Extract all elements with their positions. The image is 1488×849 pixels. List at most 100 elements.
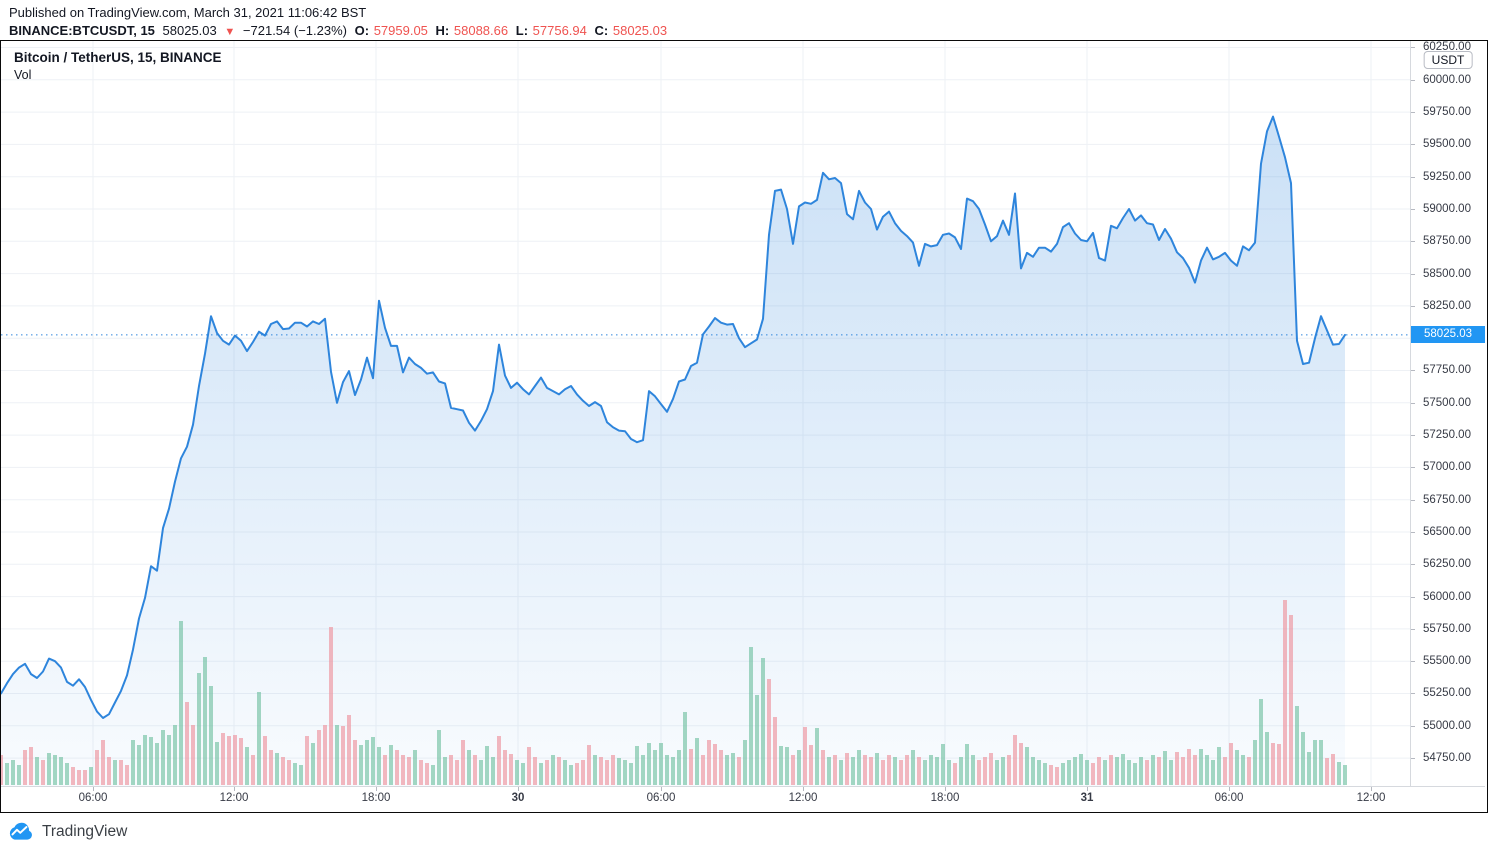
currency-badge[interactable]: USDT — [1423, 51, 1473, 69]
volume-bar-up — [1307, 752, 1311, 785]
volume-bar-down — [191, 725, 195, 785]
volume-bar-up — [47, 753, 51, 785]
price-tick-label: 59500.00 — [1423, 138, 1471, 150]
price-chart-pane[interactable]: Bitcoin / TetherUS, 15, BINANCE Vol — [1, 41, 1410, 786]
tradingview-logo-icon — [9, 822, 32, 840]
volume-bar-up — [275, 753, 279, 785]
volume-bar-up — [1169, 760, 1173, 785]
volume-bar-up — [1241, 755, 1245, 785]
price-area-fill — [1, 116, 1345, 786]
last-price-value: 58025.03 — [162, 23, 217, 38]
volume-bar-up — [53, 755, 57, 785]
volume-bar-up — [671, 757, 675, 785]
volume-bar-up — [1127, 760, 1131, 785]
volume-bar-up — [161, 730, 165, 785]
volume-bar-down — [575, 763, 579, 785]
volume-bar-down — [119, 760, 123, 785]
volume-bar-up — [443, 757, 447, 785]
volume-bar-up — [173, 725, 177, 785]
volume-bar-up — [1301, 732, 1305, 785]
time-tick-label-date: 30 — [511, 792, 525, 804]
volume-bar-up — [179, 621, 183, 785]
volume-bar-up — [965, 744, 969, 785]
symbol-info-row: BINANCE:BTCUSDT, 15 58025.03 ▼ −721.54 (… — [9, 22, 671, 41]
price-line — [1, 115, 1346, 719]
volume-bar-up — [1115, 757, 1119, 785]
tradingview-brand-text: TradingView — [42, 823, 128, 840]
volume-bar-down — [407, 757, 411, 785]
volume-bar-up — [197, 673, 201, 785]
volume-bar-down — [1049, 765, 1053, 785]
time-tick-mark — [945, 787, 946, 791]
volume-bar-up — [1079, 754, 1083, 785]
time-tick-mark — [518, 787, 519, 791]
price-tick-mark — [1411, 274, 1415, 275]
volume-bar-up — [1025, 747, 1029, 785]
volume-bar-down — [269, 750, 273, 785]
volume-bar-down — [587, 745, 591, 785]
volume-bar-down — [317, 730, 321, 785]
volume-bar-down — [977, 760, 981, 785]
volume-bar-down — [833, 755, 837, 785]
price-axis[interactable]: USDT 58025.03 60250.00 60000.00 59750.00 59… — [1411, 41, 1485, 786]
volume-bar-up — [635, 746, 639, 785]
volume-bar-up — [35, 757, 39, 785]
volume-bar-down — [1175, 752, 1179, 785]
volume-bar-down — [1091, 763, 1095, 785]
volume-bar-up — [437, 730, 441, 785]
volume-bar-down — [713, 744, 717, 785]
volume-bar-up — [467, 750, 471, 785]
volume-bar-up — [947, 760, 951, 785]
time-tick-mark — [376, 787, 377, 791]
volume-bar-down — [689, 749, 693, 785]
time-tick-label: 06:00 — [1214, 792, 1244, 804]
volume-bar-up — [359, 745, 363, 785]
volume-bar-up — [839, 760, 843, 785]
price-volume-chart[interactable] — [1, 41, 1410, 786]
volume-bar-down — [803, 727, 807, 785]
volume-bar-up — [17, 765, 21, 785]
volume-bar-down — [1331, 754, 1335, 785]
volume-bar-up — [797, 750, 801, 785]
volume-bar-up — [761, 658, 765, 785]
time-tick-label: 06:00 — [646, 792, 676, 804]
time-tick-label-date: 31 — [1080, 792, 1094, 804]
volume-bar-down — [1055, 767, 1059, 785]
volume-bar-up — [665, 755, 669, 785]
volume-bar-up — [65, 763, 69, 785]
price-tick-mark — [1411, 758, 1415, 759]
volume-bar-up — [653, 750, 657, 785]
price-tick-mark — [1411, 209, 1415, 210]
price-tick-mark — [1411, 693, 1415, 694]
time-axis[interactable]: 06:00 12:00 18:00 30 06:00 12:00 18:00 31 06:00 1… — [1, 787, 1410, 812]
volume-bar-up — [515, 760, 519, 785]
volume-bar-down — [1157, 757, 1161, 785]
volume-bar-up — [1343, 765, 1347, 785]
volume-bar-up — [377, 747, 381, 785]
volume-bar-up — [1133, 763, 1137, 785]
volume-bar-down — [329, 627, 333, 785]
volume-bar-down — [719, 750, 723, 785]
volume-bar-down — [557, 757, 561, 785]
volume-bar-up — [659, 743, 663, 785]
tradingview-brand-link[interactable]: TradingView — [8, 817, 127, 847]
volume-bar-down — [1109, 755, 1113, 785]
volume-bar-up — [209, 686, 213, 785]
volume-bar-down — [887, 755, 891, 785]
time-tick-mark — [93, 787, 94, 791]
time-tick-mark — [803, 787, 804, 791]
volume-bar-up — [11, 760, 15, 785]
price-change: −721.54 (−1.23%) — [242, 23, 347, 38]
volume-bar-up — [131, 740, 135, 785]
volume-bar-up — [1217, 747, 1221, 785]
price-tick-label: 55000.00 — [1423, 720, 1471, 732]
volume-bar-up — [1043, 763, 1047, 785]
volume-bar-down — [767, 679, 771, 785]
price-tick-mark — [1411, 47, 1415, 48]
price-axis-separator — [1410, 41, 1411, 786]
volume-bar-down — [77, 770, 81, 785]
price-tick-mark — [1411, 177, 1415, 178]
volume-bar-down — [461, 740, 465, 785]
price-tick-mark — [1411, 403, 1415, 404]
